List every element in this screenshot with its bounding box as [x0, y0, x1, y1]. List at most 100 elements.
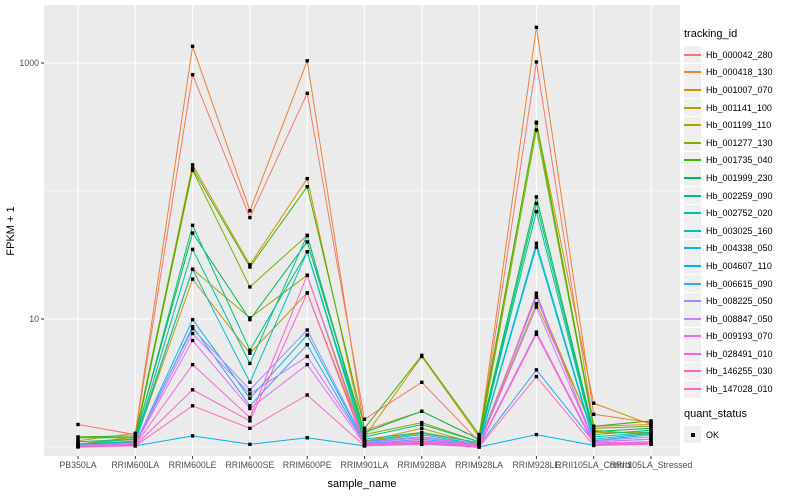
- data-point-marker: [248, 348, 252, 352]
- data-point-marker: [190, 267, 195, 271]
- data-point-marker: [190, 331, 195, 336]
- panel-background: [44, 5, 680, 456]
- legend: tracking_id Hb_000042_280 Hb_000418_130 Hb…: [684, 28, 798, 444]
- legend-item-Hb_001277_130: Hb_001277_130: [684, 134, 798, 152]
- legend-item-label: Hb_009193_070: [706, 331, 773, 342]
- data-point-marker: [362, 435, 367, 439]
- legend-key: [684, 239, 701, 257]
- legend-item-Hb_000042_280: Hb_000042_280: [684, 46, 798, 64]
- data-point-marker: [592, 432, 596, 437]
- legend-line-swatch: [684, 335, 701, 338]
- x-tick-label: RRIM928LE: [512, 460, 560, 470]
- data-point-marker: [477, 432, 481, 437]
- data-point-marker: [362, 417, 367, 421]
- data-point-marker: [248, 415, 252, 420]
- legend-line-swatch: [684, 124, 701, 127]
- data-point-marker: [190, 168, 195, 172]
- data-point-marker: [190, 434, 195, 438]
- data-point-marker: [420, 380, 424, 384]
- legend-item-Hb_001007_070: Hb_001007_070: [684, 81, 798, 99]
- legend-item-label: Hb_001007_070: [706, 84, 773, 95]
- legend-item-label: Hb_001141_100: [706, 102, 772, 113]
- data-point-marker: [248, 317, 252, 322]
- data-point-marker: [534, 301, 539, 306]
- legend-item-Hb_008225_050: Hb_008225_050: [684, 292, 798, 310]
- data-point-marker: [76, 440, 80, 444]
- legend-key: [684, 327, 701, 345]
- data-point-marker: [420, 432, 424, 437]
- x-tick-label: RRIM600SE: [225, 460, 274, 470]
- legend-item-label: Hb_004338_050: [706, 243, 773, 254]
- data-point-marker: [534, 330, 539, 334]
- legend-line-swatch: [684, 317, 701, 320]
- data-point-marker: [305, 343, 309, 347]
- data-point-marker: [534, 209, 539, 214]
- data-point-marker: [592, 412, 596, 416]
- data-point-marker: [649, 426, 653, 430]
- data-point-marker: [305, 291, 309, 295]
- data-point-marker: [362, 444, 367, 448]
- data-point-marker: [248, 404, 252, 408]
- legend-entries: Hb_000042_280 Hb_000418_130 Hb_001007_070 H…: [684, 46, 798, 398]
- data-point-marker: [190, 247, 195, 252]
- legend-item-label: Hb_008225_050: [706, 296, 773, 307]
- x-tick-label: PB350LA: [59, 460, 96, 470]
- data-point-marker: [248, 263, 252, 267]
- legend-line-swatch: [684, 88, 701, 91]
- legend-item-Hb_008847_050: Hb_008847_050: [684, 310, 798, 328]
- y-axis-title: FPKM + 1: [5, 206, 17, 256]
- x-tick-label: RRII105LA_Control: [556, 460, 632, 470]
- data-point-marker: [362, 430, 367, 435]
- legend-item-label: Hb_001199_110: [706, 120, 772, 131]
- legend-line-swatch: [684, 282, 701, 285]
- data-point-marker: [248, 351, 252, 355]
- data-point-marker: [592, 401, 596, 405]
- legend-title-quant-status: quant_status: [684, 407, 747, 420]
- data-point-marker: [248, 426, 252, 430]
- data-point-marker: [190, 317, 195, 322]
- data-point-marker: [534, 332, 539, 336]
- legend-item-Hb_004338_050: Hb_004338_050: [684, 239, 798, 258]
- data-point-marker: [190, 231, 195, 235]
- data-point-marker: [133, 437, 137, 441]
- legend-key: [684, 204, 701, 222]
- data-point-marker: [133, 434, 137, 438]
- data-point-marker: [190, 362, 195, 367]
- legend-key: [684, 310, 701, 328]
- x-tick-label: RRIM600PE: [283, 460, 332, 470]
- data-point-marker: [362, 426, 367, 430]
- legend-key: [684, 292, 701, 310]
- legend-line-swatch: [684, 264, 701, 267]
- legend-key: [684, 362, 701, 380]
- data-point-marker: [190, 163, 195, 167]
- data-point-marker: [534, 60, 539, 64]
- legend-line-swatch: [684, 106, 701, 109]
- data-point-marker: [133, 444, 137, 448]
- legend-item-Hb_003025_160: Hb_003025_160: [684, 222, 798, 240]
- legend-item-label: Hb_002259_090: [706, 190, 773, 201]
- data-point-marker: [477, 445, 481, 449]
- x-tick-label: RRIM600LA: [111, 460, 159, 470]
- data-point-marker: [534, 201, 539, 206]
- legend-item-ok: OK: [684, 426, 798, 444]
- data-point-marker: [305, 393, 309, 397]
- data-point-marker: [534, 25, 539, 29]
- legend-item-Hb_001735_040: Hb_001735_040: [684, 151, 798, 170]
- data-point-marker: [592, 435, 596, 439]
- data-point-marker: [305, 362, 309, 367]
- legend-line-swatch: [684, 247, 701, 250]
- x-axis-title: sample_name: [327, 478, 397, 490]
- legend-key: [684, 169, 701, 187]
- legend-key: [684, 99, 701, 117]
- legend-key: [684, 380, 701, 398]
- legend-line-swatch: [684, 176, 701, 179]
- data-point-marker: [362, 437, 367, 441]
- legend-item-Hb_002259_090: Hb_002259_090: [684, 187, 798, 205]
- legend-line-swatch: [684, 141, 701, 144]
- x-tick-label: RRIM928LA: [455, 460, 503, 470]
- legend-key: [684, 151, 701, 169]
- data-point-marker: [649, 419, 653, 423]
- y-tick-label: 10: [29, 314, 39, 324]
- data-point-marker: [305, 240, 309, 244]
- data-point-marker: [534, 432, 539, 437]
